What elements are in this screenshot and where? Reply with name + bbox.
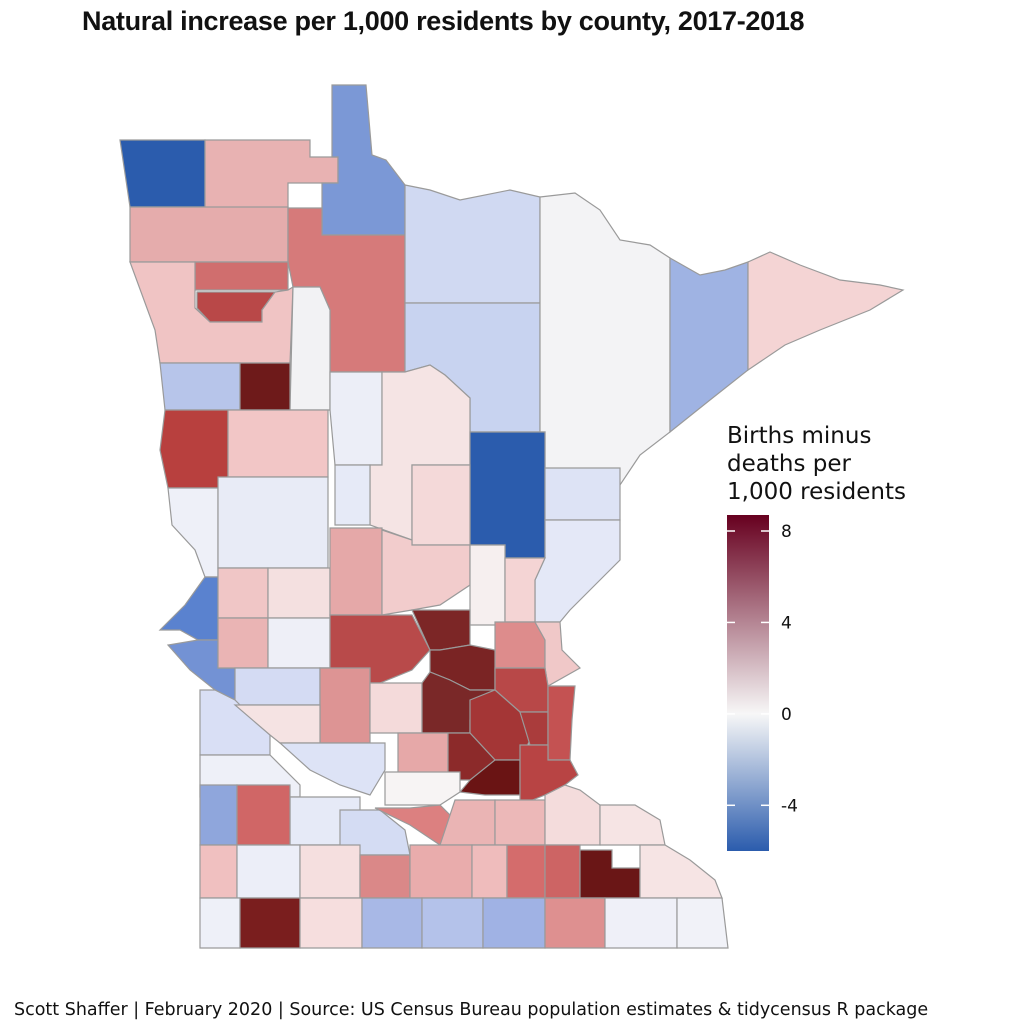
county-wilkin[interactable] [167,487,219,578]
county-blue-earth[interactable] [409,844,473,899]
county-kandiyohi[interactable] [319,667,371,744]
county-olmsted[interactable] [579,849,641,899]
county-becker[interactable] [227,409,329,478]
county-goodhue[interactable] [544,784,601,846]
county-otter-tail[interactable] [217,476,329,569]
county-marshall[interactable] [129,206,289,263]
county-jackson[interactable] [299,897,363,949]
county-pope[interactable] [267,617,331,669]
county-norman[interactable] [159,362,241,411]
county-pennington[interactable] [194,261,289,291]
county-steele[interactable] [506,844,546,899]
county-mahnomen[interactable] [239,362,291,411]
county-sibley[interactable] [384,771,461,806]
county-fillmore[interactable] [604,897,678,949]
county-winona[interactable] [639,844,723,899]
county-faribault[interactable] [421,897,484,949]
chart-title: Natural increase per 1,000 residents by … [82,6,805,36]
county-murray[interactable] [236,844,301,899]
county-lyon[interactable] [236,784,291,846]
county-rock[interactable] [199,897,241,949]
county-freeborn[interactable] [482,897,546,949]
county-chisago[interactable] [533,621,581,687]
county-dodge[interactable] [544,844,581,899]
county-watonwan[interactable] [359,854,411,899]
county-lake[interactable] [669,256,749,434]
county-meeker[interactable] [369,682,423,734]
county-clearwater[interactable] [289,286,331,411]
county-waseca[interactable] [471,844,508,899]
county-mower[interactable] [544,897,606,949]
county-le-sueur[interactable] [439,799,496,846]
county-cottonwood[interactable] [299,844,361,899]
county-koochiching[interactable] [404,184,541,304]
county-pine[interactable] [534,519,621,623]
county-douglas[interactable] [267,567,331,619]
county-wadena[interactable] [334,464,371,526]
county-clay[interactable] [159,409,229,489]
county-carlton[interactable] [544,467,621,521]
county-aitkin[interactable] [469,431,546,559]
county-pipestone[interactable] [199,844,238,899]
county-isanti[interactable] [494,621,546,669]
county-stevens[interactable] [217,617,269,669]
county-traverse[interactable] [158,576,219,641]
county-kanabec[interactable] [504,557,546,623]
county-roseau[interactable] [204,139,339,209]
county-houston[interactable] [676,897,729,949]
county-cook[interactable] [747,251,905,372]
county-st-louis[interactable] [539,192,671,486]
legend-title: Births minus deaths per 1,000 residents [727,423,906,505]
county-washington[interactable] [547,685,576,761]
county-rice[interactable] [494,799,546,846]
county-wabasha[interactable] [599,804,666,846]
source-footer: Scott Shaffer | February 2020 | Source: … [14,1000,929,1020]
county-mille-lacs[interactable] [469,544,506,626]
county-swift[interactable] [234,667,321,706]
county-kittson[interactable] [119,139,206,208]
county-hubbard[interactable] [329,371,383,466]
county-renville[interactable] [278,742,386,796]
county-crow-wing[interactable] [411,464,471,546]
county-lincoln[interactable] [199,784,238,846]
county-martin[interactable] [361,897,423,949]
county-grant[interactable] [217,567,269,619]
county-todd[interactable] [329,527,383,616]
county-nobles[interactable] [239,897,301,949]
